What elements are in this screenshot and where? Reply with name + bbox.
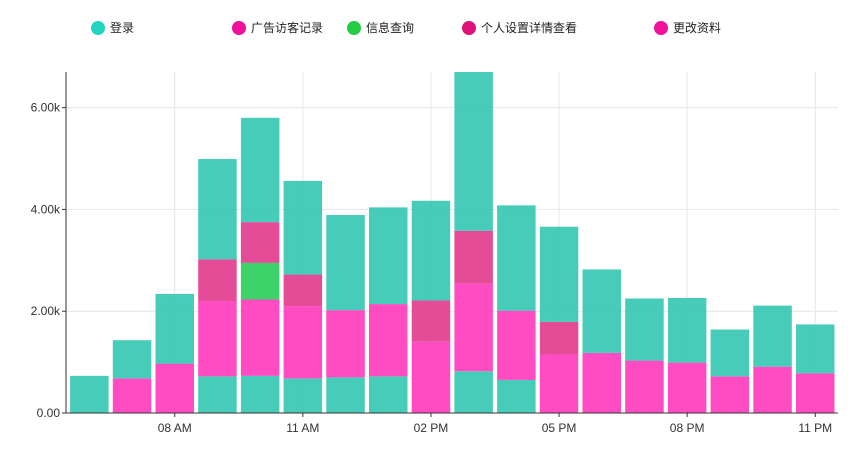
y-tick-label: 0.00 (37, 406, 61, 420)
bar-layer (70, 72, 835, 413)
bar-segment-4-09-am[interactable] (198, 259, 237, 302)
axes: 0.00 2.00k 4.00k 6.00k 08 AM 11 AM 02 PM 05 PM 0… (31, 72, 838, 435)
bar-segment-5-08-pm[interactable] (667, 297, 707, 363)
bar-segment-2-06-pm[interactable] (582, 352, 622, 413)
legend-label: 个人设置详情查看 (481, 20, 577, 35)
legend-item-2[interactable]: 广告访客记录 (232, 20, 323, 35)
bar-segment-2-03-pm[interactable] (454, 283, 493, 372)
bar-segment-2-04-pm[interactable] (497, 310, 536, 380)
legend-marker (654, 21, 668, 35)
bar-segment-2-08-am[interactable] (155, 363, 195, 413)
bar-segment-2-09-am[interactable] (198, 301, 237, 377)
bar-segment-5-04-pm[interactable] (497, 205, 536, 311)
bar-segment-4-11-am[interactable] (283, 274, 323, 307)
bar-segment-5-01-pm[interactable] (369, 207, 408, 305)
bar-segment-2-09-pm[interactable] (710, 376, 750, 413)
bar-segment-1-03-pm[interactable] (454, 371, 493, 413)
bar-segment-4-02-pm[interactable] (411, 300, 451, 342)
bar-segment-5-10-pm[interactable] (753, 305, 792, 367)
bar-segment-5-11-am[interactable] (283, 180, 323, 275)
bar-segment-2-12-pm[interactable] (326, 310, 365, 378)
y-tick-label: 6.00k (31, 101, 61, 115)
bar-segment-5-09-pm[interactable] (710, 329, 750, 377)
x-tick-label: 05 PM (542, 421, 577, 435)
bar-segment-2-01-pm[interactable] (369, 304, 408, 377)
legend-marker (347, 21, 361, 35)
legend-item-5[interactable]: 更改资料 (654, 21, 721, 35)
bar-segment-1-04-pm[interactable] (497, 379, 536, 413)
bar-segment-5-07-pm[interactable] (625, 298, 664, 361)
bar-segment-2-10-am[interactable] (240, 299, 280, 376)
y-tick-label: 2.00k (31, 304, 61, 318)
x-tick-label: 08 AM (158, 421, 192, 435)
bar-segment-4-03-pm[interactable] (454, 230, 493, 284)
bar-segment-1-10-am[interactable] (240, 375, 280, 413)
x-tick-label: 11 PM (798, 421, 832, 435)
bar-segment-2-07-am[interactable] (112, 378, 152, 413)
x-tick-label: 11 AM (286, 421, 319, 435)
bar-segment-5-07-am[interactable] (112, 340, 152, 379)
bar-segment-2-02-pm[interactable] (411, 341, 451, 413)
bar-segment-5-12-pm[interactable] (326, 215, 365, 311)
bar-segment-2-11-pm[interactable] (796, 373, 835, 413)
bar-segment-3-10-am[interactable] (240, 262, 280, 300)
bar-segment-2-10-pm[interactable] (753, 366, 792, 413)
legend-marker (232, 21, 246, 35)
legend-marker (462, 21, 476, 35)
legend-label: 更改资料 (673, 21, 721, 35)
bar-segment-5-11-pm[interactable] (796, 324, 835, 374)
legend: 登录 广告访客记录 信息查询 个人设置详情查看 更改资料 (91, 20, 721, 35)
bar-segment-5-02-pm[interactable] (411, 200, 451, 301)
legend-item-1[interactable]: 登录 (91, 20, 134, 35)
bar-segment-2-08-pm[interactable] (667, 362, 707, 413)
bar-segment-5-03-pm[interactable] (454, 72, 493, 231)
bar-segment-2-07-pm[interactable] (625, 360, 664, 413)
bar-segment-5-06-am[interactable] (70, 375, 109, 413)
bar-segment-1-01-pm[interactable] (369, 376, 408, 413)
legend-label: 登录 (110, 20, 134, 35)
bar-segment-1-12-pm[interactable] (326, 377, 365, 413)
bar-segment-2-11-am[interactable] (283, 306, 323, 379)
bar-segment-5-05-pm[interactable] (539, 226, 579, 322)
bar-segment-4-05-pm[interactable] (539, 321, 579, 355)
bar-segment-5-08-am[interactable] (155, 293, 195, 364)
legend-marker (91, 21, 105, 35)
bar-segment-4-10-am[interactable] (240, 222, 280, 263)
legend-label: 信息查询 (366, 20, 414, 35)
y-tick-label: 4.00k (31, 202, 61, 216)
bar-segment-2-05-pm[interactable] (539, 354, 579, 413)
legend-label: 广告访客记录 (251, 20, 323, 35)
bar-segment-1-11-am[interactable] (283, 378, 323, 413)
legend-item-3[interactable]: 信息查询 (347, 20, 414, 35)
x-tick-label: 08 PM (670, 421, 705, 435)
x-tick-label: 02 PM (414, 421, 449, 435)
legend-item-4[interactable]: 个人设置详情查看 (462, 20, 577, 35)
bar-segment-5-10-am[interactable] (240, 117, 280, 223)
bar-segment-5-06-pm[interactable] (582, 269, 622, 353)
bar-segment-1-09-am[interactable] (198, 376, 237, 413)
bar-segment-5-09-am[interactable] (198, 159, 237, 260)
